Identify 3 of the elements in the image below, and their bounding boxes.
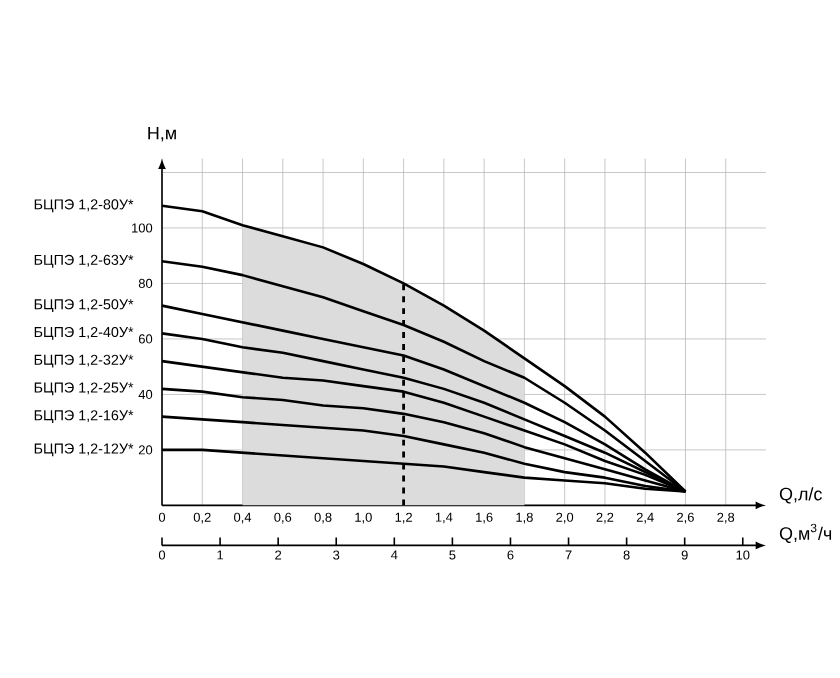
- y-axis-title: H,м: [148, 126, 176, 142]
- x2-axis-title: Q,м$^{3}$/ч: [779, 523, 832, 544]
- x-axis-title: Q,л/с: [779, 487, 822, 504]
